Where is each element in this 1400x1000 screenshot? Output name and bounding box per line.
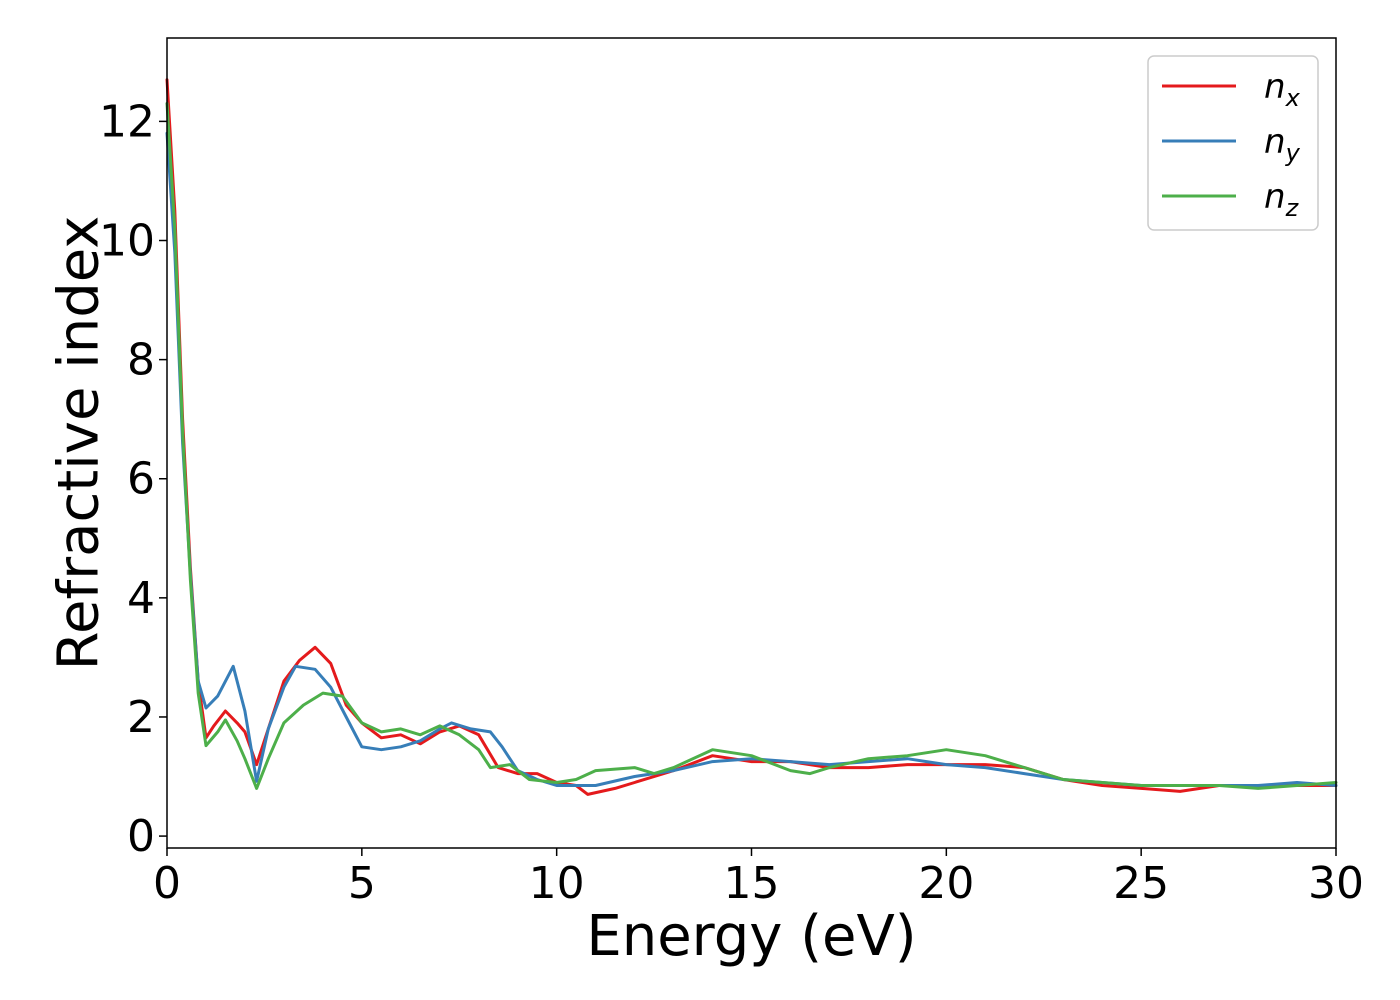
x-tick-label: 0: [153, 858, 181, 909]
series-line-ny: [165, 131, 1338, 787]
legend-label-ny: ny: [1264, 122, 1301, 167]
y-tick-label: 2: [127, 692, 155, 743]
x-tick-label: 30: [1308, 858, 1364, 909]
legend: nx ny nz: [1147, 55, 1319, 231]
y-tick-label: 8: [127, 335, 155, 386]
x-axis-ticks: 0 5 10 15 20 25 30: [153, 848, 1364, 909]
y-tick-label: 12: [99, 96, 155, 147]
y-tick-label: 4: [127, 573, 155, 624]
series-line-nz: [165, 102, 1338, 790]
y-axis-ticks: 0 2 4 6 8 10 12: [99, 96, 167, 862]
y-tick-label: 10: [99, 216, 155, 267]
legend-label-nz: nz: [1264, 177, 1300, 222]
y-tick-label: 0: [127, 811, 155, 862]
y-tick-label: 6: [127, 454, 155, 505]
legend-label-nx: nx: [1264, 67, 1301, 112]
x-tick-label: 25: [1113, 858, 1169, 909]
x-tick-label: 5: [348, 858, 376, 909]
x-tick-label: 15: [724, 858, 780, 909]
legend-box: [1147, 55, 1319, 231]
x-tick-label: 20: [918, 858, 974, 909]
x-tick-label: 10: [529, 858, 585, 909]
series-lines: [165, 78, 1338, 796]
x-axis-label: Energy (eV): [586, 904, 916, 969]
y-axis-label: Refractive index: [47, 216, 112, 671]
